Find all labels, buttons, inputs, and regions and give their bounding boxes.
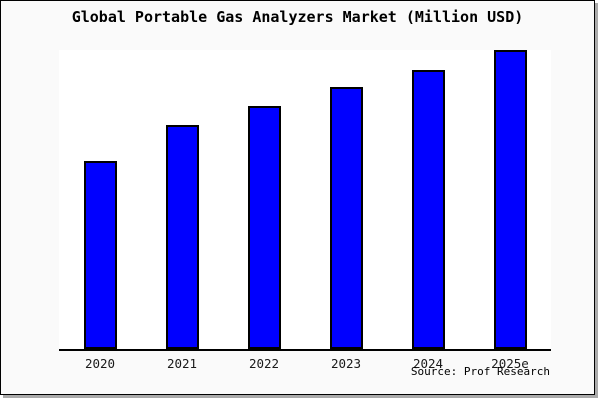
bars: [59, 50, 551, 349]
x-tick-2022: 2022: [248, 356, 280, 371]
bar-2024: [411, 70, 445, 349]
x-tick-2024: 2024: [412, 356, 444, 371]
chart-frame: Global Portable Gas Analyzers Market (Mi…: [0, 0, 595, 395]
source-note: Source: Prof Research: [410, 365, 550, 378]
bar-column-2022: [223, 106, 305, 349]
x-tick-2020: 2020: [84, 356, 116, 371]
x-tick-2021: 2021: [166, 356, 198, 371]
bar-column-2024: [387, 70, 469, 349]
x-tick-2025e: 2025e: [491, 356, 529, 371]
bar-2020: [83, 161, 117, 349]
plot-area: [59, 50, 551, 351]
bar-column-2021: [141, 125, 223, 349]
bar-column-2025e: [469, 50, 551, 349]
bar-column-2023: [305, 87, 387, 349]
bar-2023: [329, 87, 363, 349]
bar-2022: [247, 106, 281, 349]
x-tick-2023: 2023: [330, 356, 362, 371]
x-axis-labels: 2020 2021 2022 2023 2024 2025e: [59, 356, 551, 371]
chart-title: Global Portable Gas Analyzers Market (Mi…: [71, 8, 524, 26]
bar-column-2020: [59, 161, 141, 349]
bar-2025e: [493, 50, 527, 349]
bar-2021: [165, 125, 199, 349]
